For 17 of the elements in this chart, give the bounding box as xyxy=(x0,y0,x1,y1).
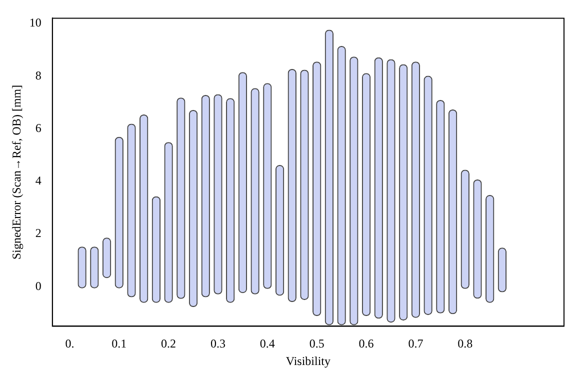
x-axis-title: Visibility xyxy=(286,354,331,368)
y-tick-label: 0 xyxy=(35,278,42,293)
y-tick-label: 2 xyxy=(35,226,42,240)
x-tick-label: 0.8 xyxy=(458,336,473,351)
x-tick-label: 0.2 xyxy=(161,336,176,351)
x-tick-label: 0.5 xyxy=(309,336,324,351)
y-tick-label: 4 xyxy=(35,174,42,188)
x-tick-label: 0.1 xyxy=(112,336,127,351)
y-tick-label: 10 xyxy=(29,16,42,30)
x-tick-label: 0. xyxy=(65,336,74,351)
x-tick-label: 0.6 xyxy=(358,336,374,351)
y-tick-label: 6 xyxy=(35,120,42,135)
y-tick-label: 8 xyxy=(35,68,42,82)
x-tick-label: 0.7 xyxy=(408,336,424,351)
x-tick-label: 0.3 xyxy=(210,336,226,351)
x-tick-label: 0.4 xyxy=(260,336,275,351)
y-axis-title: SignedError (Scan→Ref, OB) [mm] xyxy=(9,84,24,260)
